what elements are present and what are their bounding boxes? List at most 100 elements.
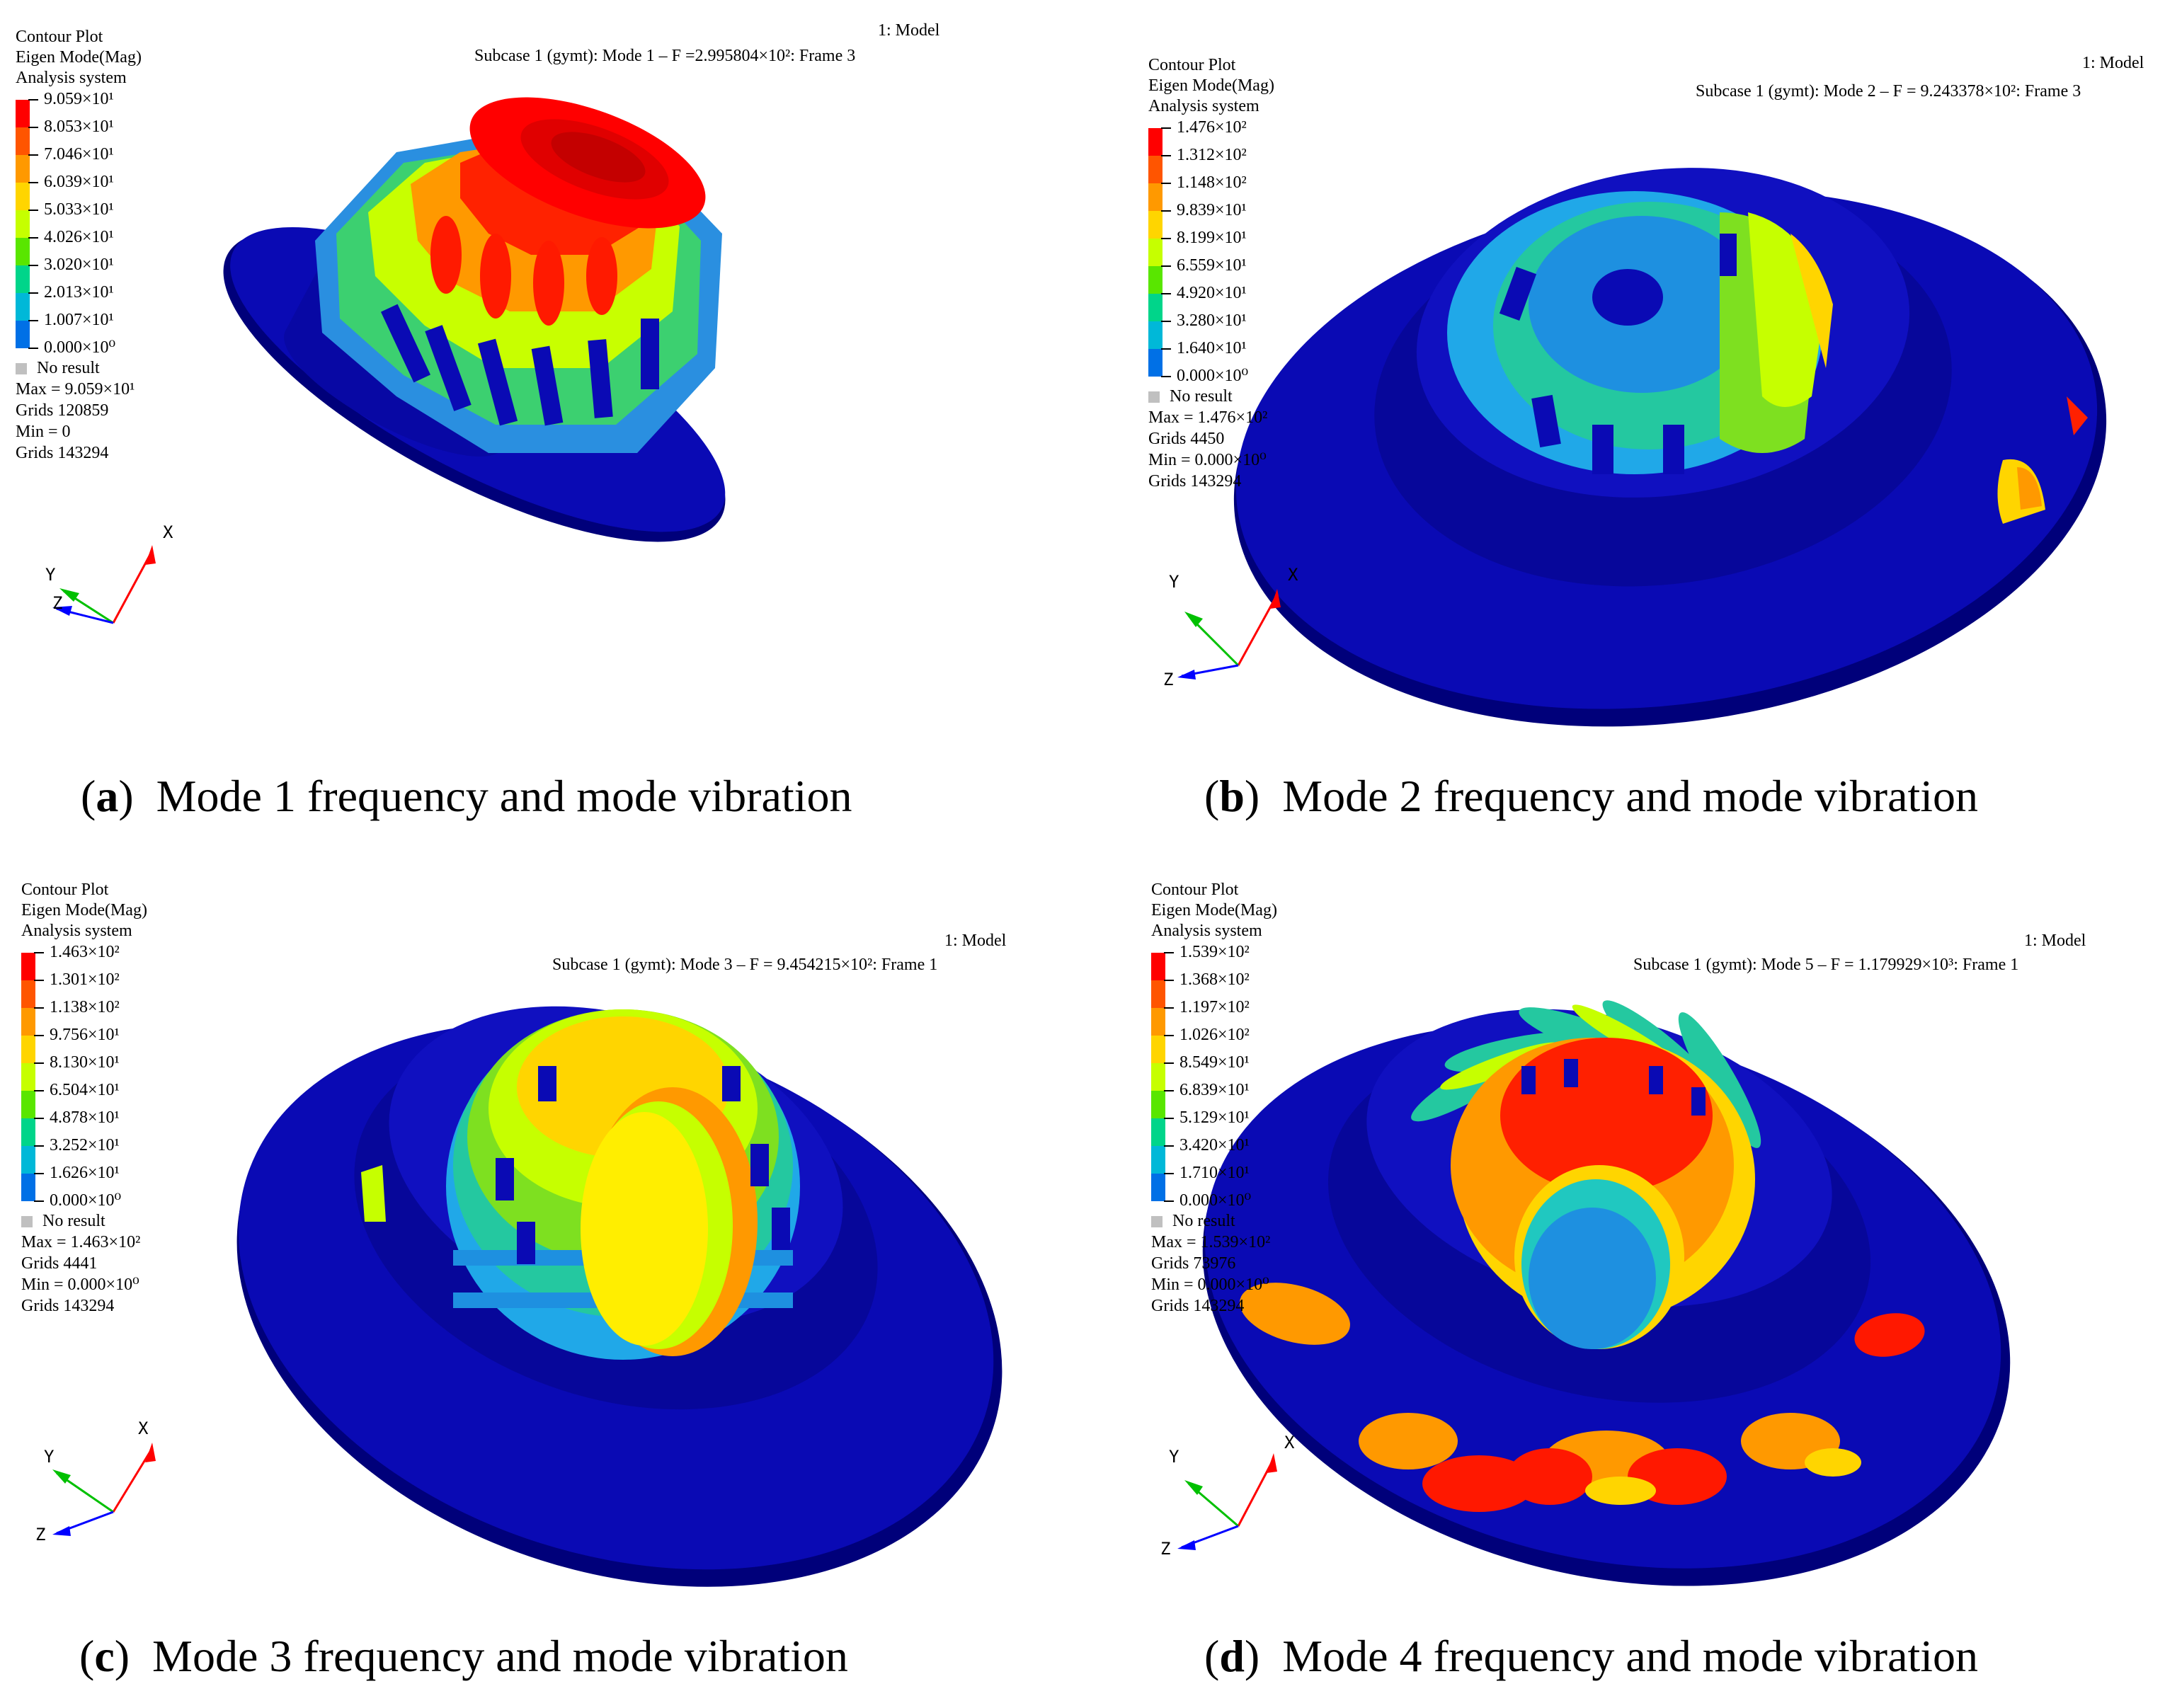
legend-tick-label: 9.059×10¹ [44, 90, 114, 108]
legend-swatch [16, 265, 30, 293]
legend-title: Contour Plot [21, 881, 109, 899]
legend-swatch [21, 1118, 35, 1146]
legend-swatch [1148, 156, 1163, 183]
contour-legend: Contour Plot Eigen Mode(Mag) Analysis sy… [1151, 880, 1277, 1315]
legend-max-grid: Grids 4450 [1148, 430, 1225, 448]
legend-tick [34, 1145, 44, 1147]
legend-tick [34, 952, 44, 953]
caption-text: Mode 4 frequency and mode vibration [1282, 1631, 1979, 1681]
legend-result-type: Eigen Mode(Mag) [16, 48, 142, 67]
legend-min-grid: Grids 143294 [1151, 1297, 1245, 1315]
legend-no-result: No result [1151, 1211, 1235, 1232]
contour-legend: Contour Plot Eigen Mode(Mag) Analysis sy… [16, 27, 142, 462]
legend-tick-label: 1.138×10² [50, 998, 120, 1016]
legend-min-grid: Grids 143294 [1148, 472, 1242, 491]
legend-max: Max = 9.059×10¹ [16, 380, 135, 399]
legend-title: Contour Plot [1148, 56, 1236, 74]
legend-tick-label: 1.539×10² [1179, 943, 1250, 961]
legend-tick-label: 1.148×10² [1177, 173, 1247, 192]
legend-tick-label: 4.026×10¹ [44, 228, 114, 246]
legend-result-type: Eigen Mode(Mag) [1151, 901, 1277, 919]
legend-tick [1164, 1173, 1174, 1174]
legend-tick [1161, 321, 1171, 322]
legend-tick-label: 1.710×10¹ [1179, 1164, 1250, 1182]
no-result-label: No result [42, 1212, 105, 1230]
legend-tick [28, 127, 38, 128]
y-axis-label: Y [44, 1447, 55, 1467]
panel-mode-1: Contour Plot Eigen Mode(Mag) Analysis sy… [0, 0, 1082, 854]
legend-tick-label: 6.039×10¹ [44, 173, 114, 191]
legend-min-grid: Grids 143294 [21, 1297, 115, 1315]
legend-swatch [21, 1063, 35, 1091]
legend-tick [28, 182, 38, 183]
legend-tick [28, 348, 38, 349]
mode-3-contour-render [236, 1006, 1002, 1587]
legend-tick [1164, 1007, 1174, 1009]
legend-min: Min = 0.000×10⁰ [1148, 451, 1267, 469]
no-result-swatch [1148, 391, 1160, 403]
subcase-label: Subcase 1 (gymt): Mode 5 – F = 1.179929×… [1633, 956, 2019, 974]
no-result-swatch [1151, 1216, 1163, 1228]
legend-swatch [1148, 294, 1163, 321]
legend-swatch [21, 1036, 35, 1063]
legend-tick-label: 1.626×10¹ [50, 1164, 120, 1182]
legend-swatch [16, 321, 30, 348]
caption-text: Mode 1 frequency and mode vibration [156, 771, 852, 821]
legend-tick-label: 1.463×10² [50, 943, 120, 961]
legend-tick-label: 6.559×10¹ [1177, 256, 1247, 275]
mode-4-contour-render [1202, 1000, 2011, 1586]
model-label: 1: Model [2024, 932, 2086, 950]
legend-title: Contour Plot [1151, 881, 1239, 899]
legend-color-scale: 9.059×10¹ 8.053×10¹ 7.046×10¹ 6.039×10¹ 5.03… [16, 90, 142, 462]
legend-max-grid: Grids 73976 [1151, 1254, 1236, 1273]
contour-legend: Contour Plot Eigen Mode(Mag) Analysis sy… [1148, 55, 1274, 491]
legend-tick [1161, 265, 1171, 267]
legend-swatch [1148, 128, 1163, 156]
figure-caption: (d) Mode 4 frequency and mode vibration [1204, 1631, 1979, 1681]
legend-swatch [21, 1174, 35, 1201]
z-axis-label: Z [1163, 670, 1173, 689]
legend-tick [1164, 1062, 1174, 1064]
legend-tick [28, 265, 38, 266]
panel-mode-2: Contour Plot Eigen Mode(Mag) Analysis sy… [1082, 0, 2165, 854]
legend-tick [28, 292, 38, 294]
x-axis-label: X [163, 522, 173, 542]
legend-tick [1161, 376, 1171, 377]
y-axis-label: Y [1169, 572, 1179, 592]
legend-color-scale: 1.476×10² 1.312×10² 1.148×10² 9.839×10¹ 8.19… [1148, 118, 1274, 491]
legend-no-result: No result [16, 358, 100, 379]
legend-tick-label: 0.000×10⁰ [50, 1191, 122, 1210]
legend-swatch [21, 1091, 35, 1118]
legend-swatch [1151, 1063, 1165, 1091]
legend-title: Contour Plot [16, 28, 103, 46]
legend-tick-label: 8.199×10¹ [1177, 229, 1247, 247]
legend-tick-label: 3.280×10¹ [1177, 311, 1247, 330]
no-result-swatch [16, 363, 27, 375]
legend-tick-label: 4.878×10¹ [50, 1108, 120, 1127]
legend-tick-label: 8.549×10¹ [1179, 1053, 1250, 1072]
legend-min: Min = 0.000×10⁰ [1151, 1276, 1269, 1294]
legend-tick-label: 6.504×10¹ [50, 1081, 120, 1099]
model-label: 1: Model [944, 932, 1007, 950]
legend-swatch [1151, 980, 1165, 1008]
legend-tick [34, 1090, 44, 1091]
axis-triad: X Y Z [1163, 565, 1298, 689]
legend-tick-label: 1.312×10² [1177, 146, 1247, 164]
legend-tick-label: 0.000×10⁰ [44, 338, 116, 357]
legend-tick [34, 1118, 44, 1119]
legend-tick-label: 0.000×10⁰ [1179, 1191, 1252, 1210]
legend-tick [1164, 952, 1174, 953]
panel-mode-3: Contour Plot Eigen Mode(Mag) Analysis sy… [0, 854, 1082, 1707]
z-axis-label: Z [35, 1525, 45, 1544]
legend-swatch [1151, 1118, 1165, 1146]
legend-tick [34, 1200, 44, 1202]
legend-tick-label: 0.000×10⁰ [1177, 367, 1249, 385]
axis-triad: X Y Z [1160, 1433, 1295, 1559]
legend-tick [1164, 1145, 1174, 1147]
legend-tick-label: 5.033×10¹ [44, 200, 114, 219]
legend-tick [1161, 127, 1171, 129]
legend-swatch [16, 155, 30, 183]
legend-tick [1164, 980, 1174, 981]
legend-tick-label: 1.640×10¹ [1177, 339, 1247, 357]
legend-min: Min = 0.000×10⁰ [21, 1276, 139, 1294]
